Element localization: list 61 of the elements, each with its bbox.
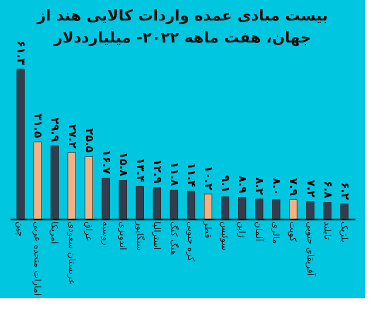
x-tick-label: روسیه xyxy=(100,222,110,246)
data-label: ۱۱.۸ xyxy=(168,162,181,186)
x-tick-label: استرالیا xyxy=(150,222,161,250)
data-label: ۸.۲ xyxy=(253,177,266,196)
bar xyxy=(16,68,25,220)
data-label: ۷.۹ xyxy=(287,178,300,196)
bar xyxy=(118,180,127,220)
bar xyxy=(102,178,110,220)
bar xyxy=(152,187,162,220)
x-tick-label: مالزی xyxy=(270,222,280,244)
data-label: ۷.۲ xyxy=(304,180,318,198)
x-tick-label: عراق xyxy=(82,222,93,242)
data-label: ۸.۰ xyxy=(270,178,284,196)
x-tick-label: ژاپن xyxy=(236,222,246,238)
data-label: ۱۶.۷ xyxy=(100,150,113,174)
data-label: ۲۹.۹ xyxy=(48,118,62,142)
x-tick-label: کویت xyxy=(287,222,298,242)
data-label: ۱۰.۲ xyxy=(202,166,216,190)
x-tick-label: سنگاپور xyxy=(134,220,146,251)
x-tick-label: کره جنوبی xyxy=(185,222,196,262)
bar xyxy=(323,202,332,220)
data-label: ۲۷.۲ xyxy=(66,124,79,149)
bar xyxy=(238,196,246,220)
bar xyxy=(340,204,348,220)
x-tick-label: چین xyxy=(14,222,25,237)
data-label: ۱۵.۸ xyxy=(116,152,130,177)
x-tick-label: هنگ کنگ xyxy=(168,222,180,256)
bar xyxy=(34,142,42,220)
data-label: ۱۳.۴ xyxy=(134,158,147,182)
data-label: ۹.۱ xyxy=(219,175,232,193)
bar xyxy=(186,190,196,220)
bar xyxy=(170,190,178,220)
data-label: ۶۱.۳ xyxy=(14,40,28,66)
data-label: ۲۵.۵ xyxy=(82,128,96,153)
bar xyxy=(68,152,76,220)
x-tick-label: امارات متحده عربی xyxy=(32,222,42,296)
bar xyxy=(221,196,230,220)
chart-title: بیست مبادی عمده واردات کالایی هند از جهان، هفت ماهه ۲۰۲۲- میلیارددلار xyxy=(36,6,328,47)
data-label: ۳۱.۵ xyxy=(32,114,45,138)
data-label: ۱۱.۴ xyxy=(185,162,198,188)
x-tick-label: آلمان xyxy=(253,222,266,242)
data-label: ۸.۹ xyxy=(236,176,250,194)
x-tick-label: بلژیک xyxy=(338,222,348,243)
bar xyxy=(289,199,298,220)
bar xyxy=(84,156,93,220)
x-tick-label: سوئیس xyxy=(219,222,230,250)
x-tick-label: عربستان سعودی xyxy=(66,222,76,285)
x-tick-label: تایلند xyxy=(321,222,332,240)
bar xyxy=(136,186,144,220)
bar xyxy=(255,198,264,220)
bar xyxy=(50,146,59,220)
data-label: ۱۲.۹ xyxy=(150,159,164,184)
data-label: ۶.۸ xyxy=(321,180,334,199)
bar xyxy=(306,201,314,220)
x-tick-label: امریکا xyxy=(48,222,59,244)
bar xyxy=(272,199,280,220)
bar xyxy=(204,194,212,220)
x-tick-label: آفریقای جنوبی xyxy=(304,222,316,276)
x-tick-label: قطر xyxy=(202,220,212,238)
x-tick-label: اندونزی xyxy=(116,222,127,250)
data-label: ۶.۲ xyxy=(338,182,352,200)
